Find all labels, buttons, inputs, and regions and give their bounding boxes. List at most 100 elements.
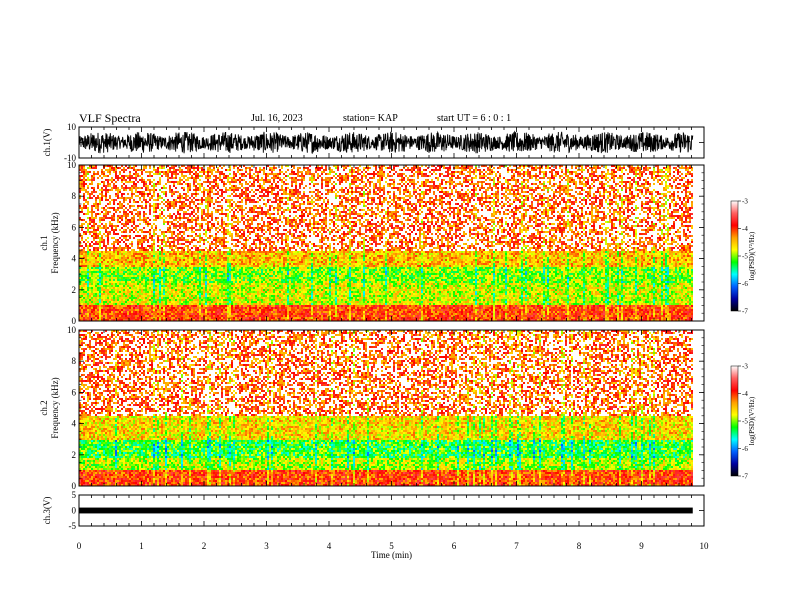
spectrogram-cell [91, 205, 93, 207]
spectrogram-cell [101, 265, 103, 267]
spectrogram-cell [81, 263, 83, 265]
spectrogram-cell [103, 199, 105, 201]
spectrogram-cell [99, 281, 101, 283]
spectrogram-cell [97, 245, 99, 247]
spectrogram-cell [83, 283, 85, 285]
spectrogram-cell [81, 297, 83, 299]
spectrogram-cell [89, 309, 91, 311]
spectrogram-cell [101, 171, 103, 173]
spectrogram-cell [99, 195, 101, 197]
spectrogram-cell [101, 207, 103, 209]
spectrogram-cell [81, 277, 83, 279]
spectrogram-cell [103, 209, 105, 211]
spectrogram-cell [81, 251, 83, 253]
spectrogram-cell [83, 221, 85, 223]
spectrogram-cell [97, 235, 99, 237]
spectrogram-cell [93, 231, 95, 233]
spectrogram-cell [81, 247, 83, 249]
spectrogram-cell [91, 303, 93, 305]
spectrogram-cell [89, 293, 91, 295]
spectrogram-cell [95, 211, 97, 213]
spectrogram-cell [81, 233, 83, 235]
spectrogram-cell [103, 193, 105, 195]
spectrogram-cell [101, 167, 103, 169]
spectrogram-cell [101, 225, 103, 227]
spectrogram-cell [89, 233, 91, 235]
spectrogram-cell [99, 257, 101, 259]
spectrogram-cell [89, 185, 91, 187]
spectrogram-cell [95, 221, 97, 223]
spectrogram-cell [99, 213, 101, 215]
spectrogram-cell [97, 221, 99, 223]
spectrogram-cell [101, 223, 103, 225]
spectrogram-cell [91, 199, 93, 201]
spectrogram-cell [93, 217, 95, 219]
spectrogram-cell [93, 239, 95, 241]
spectrogram-cell [101, 177, 103, 179]
spectrogram-cell [101, 253, 103, 255]
spectrogram-cell [99, 191, 101, 193]
spectrogram-cell [99, 217, 101, 219]
spectrogram-cell [91, 267, 93, 269]
spectrogram-cell [99, 193, 101, 195]
spectrogram-cell [87, 285, 89, 287]
spectrogram-cell [83, 271, 85, 273]
spectrogram-cell [95, 241, 97, 243]
spectrogram-cell [81, 197, 83, 199]
spectrogram-cell [89, 229, 91, 231]
spectrogram-cell [91, 281, 93, 283]
spectrogram-cell [93, 169, 95, 171]
spectrogram-cell [83, 267, 85, 269]
spectrogram-cell [85, 183, 87, 185]
spectrogram-cell [101, 259, 103, 261]
spectrogram-cell [91, 213, 93, 215]
spectrogram-cell [85, 291, 87, 293]
spectrogram-cell [93, 245, 95, 247]
spectrogram-cell [101, 309, 103, 311]
spectrogram-cell [95, 309, 97, 311]
spectrogram-cell [89, 191, 91, 193]
spectrogram-cell [91, 273, 93, 275]
spectrogram-cell [85, 307, 87, 309]
spectrogram-cell [97, 253, 99, 255]
spectrogram-cell [95, 289, 97, 291]
spectrogram-cell [99, 219, 101, 221]
spectrogram-cell [93, 317, 95, 319]
spectrogram-cell [89, 235, 91, 237]
spectrogram-cell [93, 179, 95, 181]
spectrogram-cell [85, 265, 87, 267]
spectrogram-cell [83, 317, 85, 319]
spectrogram-cell [97, 255, 99, 257]
spectrogram-cell [91, 197, 93, 199]
spectrogram-cell [83, 259, 85, 261]
spectrogram-cell [103, 185, 105, 187]
spectrogram-cell [99, 313, 101, 315]
spectrogram-cell [81, 239, 83, 241]
spectrogram-cell [91, 225, 93, 227]
spectrogram-cell [91, 211, 93, 213]
spectrogram-cell [85, 279, 87, 281]
spectrogram-cell [87, 261, 89, 263]
spectrogram-cell [97, 241, 99, 243]
spectrogram-cell [81, 283, 83, 285]
spectrogram-cell [97, 273, 99, 275]
spectrogram-cell [97, 281, 99, 283]
spectrogram-cell [93, 293, 95, 295]
spectrogram-cell [93, 305, 95, 307]
spectrogram-cell [97, 175, 99, 177]
spectrogram-cell [101, 247, 103, 249]
spectrogram-cell [99, 187, 101, 189]
spectrogram-cell [89, 177, 91, 179]
spectrogram-cell [99, 209, 101, 211]
spectrogram-cell [83, 169, 85, 171]
spectrogram-cell [97, 211, 99, 213]
spectrogram-cell [93, 267, 95, 269]
spectrogram-cell [81, 201, 83, 203]
spectrogram-cell [99, 223, 101, 225]
spectrogram-cell [103, 191, 105, 193]
spectrogram-cell [97, 227, 99, 229]
spectrogram-cell [101, 297, 103, 299]
spectrogram-cell [97, 201, 99, 203]
spectrogram-cell [81, 299, 83, 301]
spectrogram-cell [87, 219, 89, 221]
